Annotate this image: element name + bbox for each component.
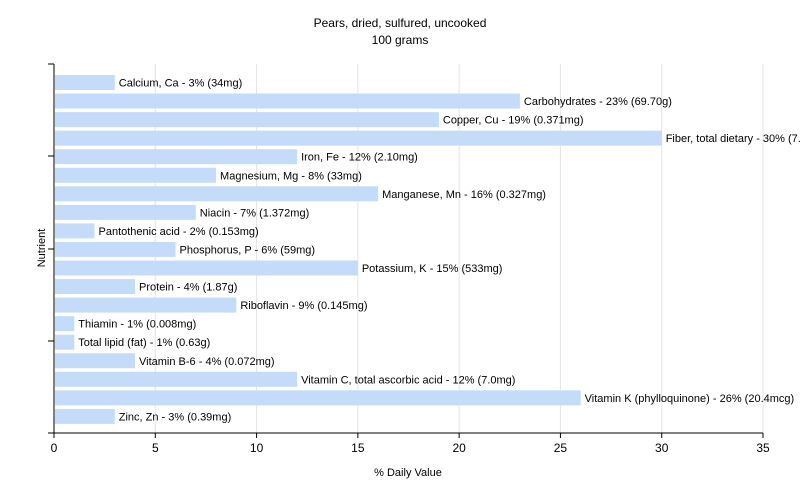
bar-label: Phosphorus, P - 6% (59mg) <box>180 244 316 256</box>
y-axis-label: Nutrient <box>36 229 48 268</box>
x-tick-label: 15 <box>351 441 365 455</box>
bar-label: Zinc, Zn - 3% (0.39mg) <box>119 411 231 423</box>
bar <box>55 130 662 146</box>
x-tick-label: 0 <box>51 441 58 455</box>
bar-label: Manganese, Mn - 16% (0.327mg) <box>382 189 546 201</box>
bar <box>55 186 379 202</box>
axes <box>48 63 763 434</box>
chart-title: Pears, dried, sulfured, uncooked <box>314 16 487 30</box>
bar <box>55 204 196 220</box>
bar-label: Potassium, K - 15% (533mg) <box>362 263 503 275</box>
bar <box>55 371 298 387</box>
bar <box>55 260 358 276</box>
bar <box>55 112 439 128</box>
bar-label: Magnesium, Mg - 8% (33mg) <box>220 170 362 182</box>
bar <box>55 316 75 332</box>
x-axis-label: % Daily Value <box>374 467 442 479</box>
bar-label: Pantothenic acid - 2% (0.153mg) <box>99 226 259 238</box>
bar-label: Vitamin K (phylloquinone) - 26% (20.4mcg… <box>585 393 795 405</box>
bar-label: Calcium, Ca - 3% (34mg) <box>119 78 242 90</box>
bar <box>55 297 237 313</box>
chart-subtitle: 100 grams <box>372 33 429 47</box>
x-tick-label: 35 <box>756 441 770 455</box>
bar-label: Total lipid (fat) - 1% (0.63g) <box>78 337 210 349</box>
bar <box>55 408 115 424</box>
bars <box>55 75 662 424</box>
bar <box>55 279 136 295</box>
x-tick-label: 30 <box>655 441 669 455</box>
bar-labels: Calcium, Ca - 3% (34mg) Carbohydrates - 2… <box>78 78 800 424</box>
x-tick-label: 20 <box>452 441 466 455</box>
bar-label: Riboflavin - 9% (0.145mg) <box>240 300 367 312</box>
bar <box>55 353 136 369</box>
bar <box>55 75 115 90</box>
bar-label: Thiamin - 1% (0.008mg) <box>78 319 196 331</box>
bar <box>55 390 581 406</box>
bar-label: Fiber, total dietary - 30% (7.5g) <box>666 133 800 145</box>
x-ticks: 0 5 10 15 20 25 30 35 <box>51 433 770 455</box>
x-tick-label: 25 <box>554 441 568 455</box>
x-tick-label: 10 <box>250 441 264 455</box>
bar-label: Iron, Fe - 12% (2.10mg) <box>301 152 418 164</box>
bar-label: Vitamin B-6 - 4% (0.072mg) <box>139 356 275 368</box>
bar-label: Niacin - 7% (1.372mg) <box>200 207 309 219</box>
bar <box>55 149 298 165</box>
bar-label: Protein - 4% (1.87g) <box>139 282 237 294</box>
bar <box>55 223 95 239</box>
bar-label: Copper, Cu - 19% (0.371mg) <box>443 115 584 127</box>
x-tick-label: 5 <box>152 441 159 455</box>
bar-label: Vitamin C, total ascorbic acid - 12% (7.… <box>301 374 515 386</box>
bar <box>55 93 520 109</box>
bar <box>55 167 217 183</box>
bar <box>55 241 176 257</box>
bar-label: Carbohydrates - 23% (69.70g) <box>524 96 672 108</box>
bar <box>55 334 75 350</box>
